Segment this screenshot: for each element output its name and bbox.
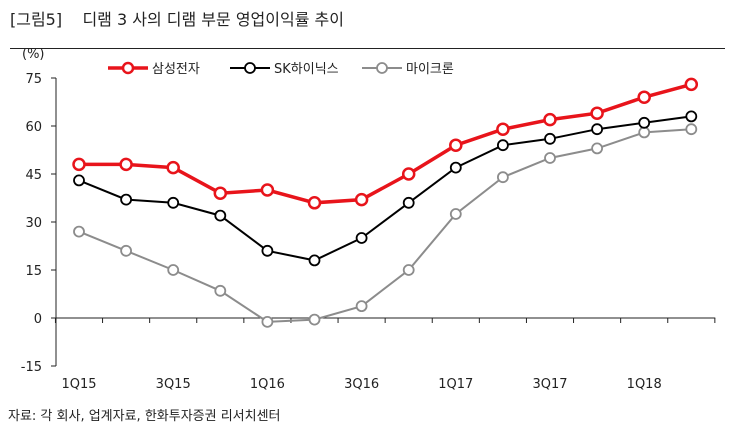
data-point [213, 186, 228, 200]
legend-marker [121, 61, 135, 75]
y-tick-label: 30 [25, 216, 42, 231]
legend-label: 삼성전자 [152, 62, 200, 77]
data-point [543, 112, 557, 127]
data-point [355, 300, 368, 313]
data-point [591, 142, 603, 155]
legend-marker [244, 62, 256, 74]
data-point [261, 244, 274, 257]
data-point [685, 110, 698, 123]
data-point [120, 193, 132, 206]
data-point [214, 209, 227, 222]
y-tick-label: 0 [34, 312, 42, 327]
data-point [119, 157, 133, 172]
data-point [72, 157, 86, 172]
data-point [308, 254, 321, 267]
x-tick-label: 1Q17 [438, 377, 473, 392]
series-line [78, 128, 692, 323]
x-tick-label: 3Q17 [532, 377, 567, 392]
data-point [308, 313, 321, 326]
data-point [685, 123, 698, 136]
x-tick-label: 3Q15 [156, 377, 191, 392]
data-point [261, 315, 274, 328]
data-point [73, 174, 85, 187]
source-note: 자료: 각 회사, 업계자료, 한화투자증권 리서치센터 [8, 409, 281, 424]
data-point [496, 171, 509, 184]
data-point [591, 123, 603, 136]
data-point [166, 160, 180, 175]
y-tick-label: 75 [25, 72, 42, 87]
data-point [637, 90, 651, 104]
figure-title: [그림5] 디램 3 사의 디램 부문 영업이익률 추이 [10, 6, 344, 30]
data-point [496, 122, 510, 136]
data-point [684, 77, 699, 92]
x-tick-label: 3Q16 [344, 377, 379, 392]
legend-label: SK하이닉스 [274, 62, 339, 77]
data-point [544, 152, 556, 164]
y-tick-label: 15 [25, 264, 42, 279]
data-point [590, 106, 604, 120]
y-tick-label: 60 [25, 120, 42, 135]
figure-label: [그림5] [10, 10, 63, 29]
data-point [544, 132, 556, 145]
y-tick-label: 45 [25, 168, 42, 183]
data-point [449, 138, 463, 152]
data-point [638, 126, 651, 139]
x-tick-label: 1Q16 [250, 377, 285, 392]
data-point [401, 167, 416, 181]
data-point [73, 225, 85, 238]
y-axis-label: (%) [22, 47, 45, 62]
data-point [307, 196, 322, 210]
figure-title-text: 디램 3 사의 디램 부문 영업이익률 추이 [82, 10, 344, 29]
data-point [496, 139, 509, 152]
x-tick-label: 1Q18 [627, 377, 662, 392]
data-point [402, 196, 415, 209]
x-tick-label: 1Q15 [61, 377, 96, 392]
data-point [354, 192, 369, 207]
legend-marker [376, 62, 388, 74]
data-point [355, 232, 368, 244]
data-point [638, 116, 651, 129]
data-point [402, 264, 415, 276]
title-divider [10, 48, 725, 49]
data-point [167, 196, 180, 209]
y-tick-label: -15 [21, 360, 42, 375]
data-point [449, 208, 462, 220]
series-line [79, 82, 692, 205]
data-point [449, 161, 462, 174]
data-point [167, 264, 180, 276]
series-line [78, 115, 692, 262]
data-point [214, 284, 227, 297]
data-point [260, 183, 275, 197]
legend-label: 마이크론 [406, 62, 454, 77]
data-point [120, 244, 132, 257]
